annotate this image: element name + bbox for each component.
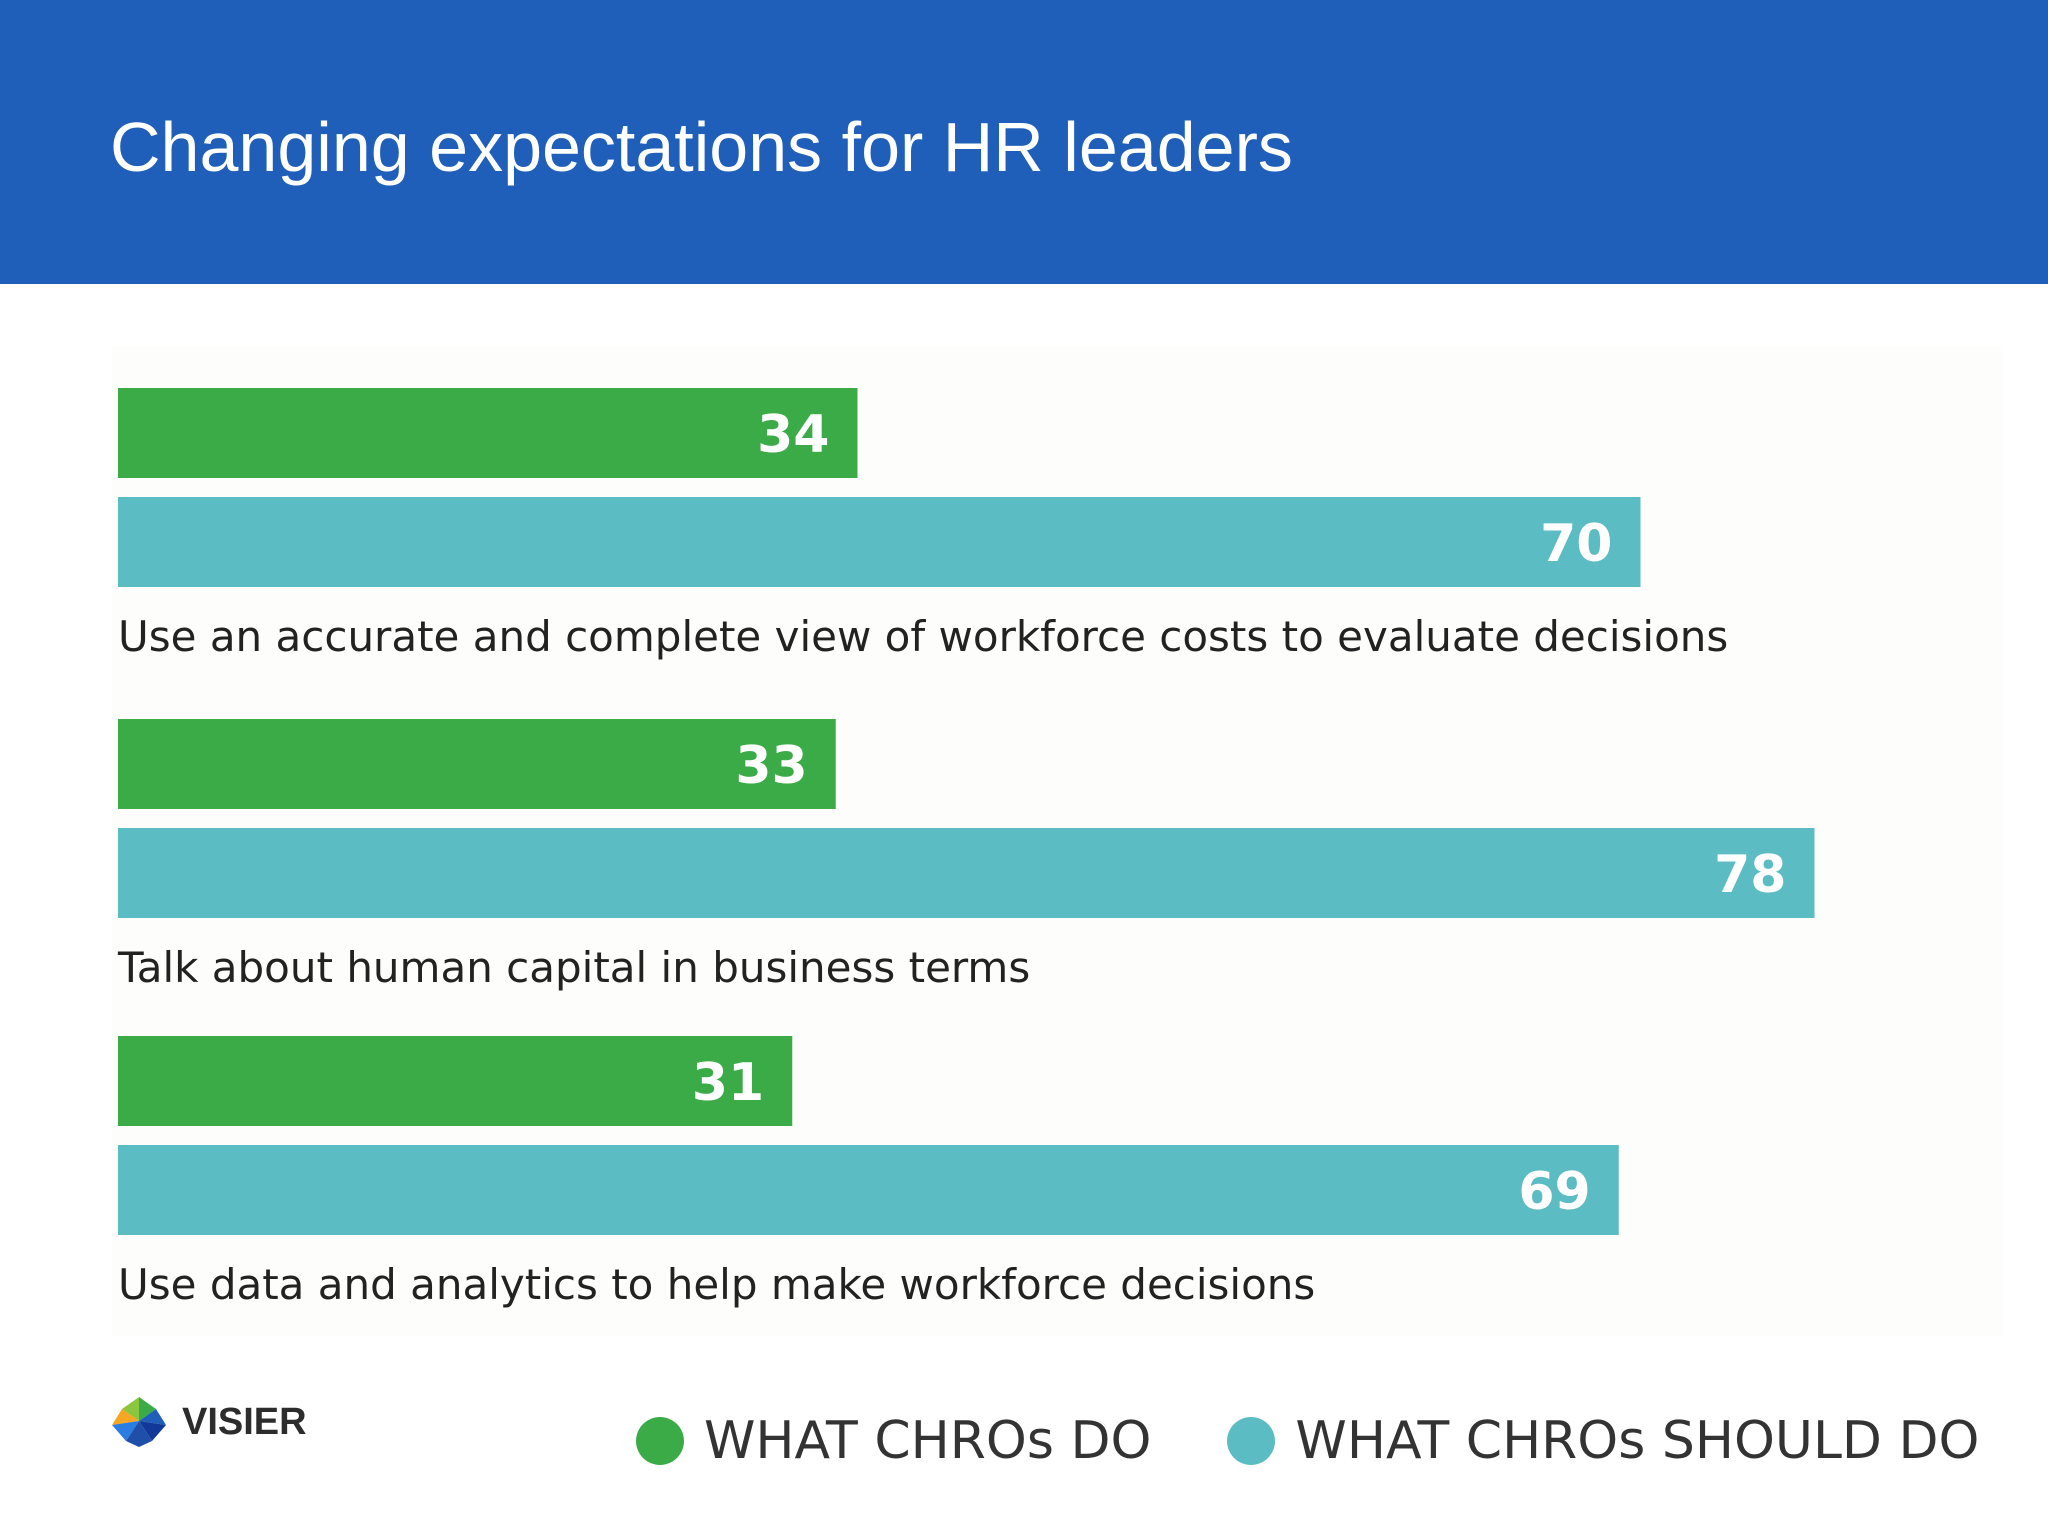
bar-chros-do-2: [118, 719, 836, 809]
legend-label: WHAT CHROs DO: [704, 1411, 1152, 1471]
legend-item-chros-do: WHAT CHROs DO: [636, 1411, 1151, 1471]
bar-chros-should-do-3: [118, 1145, 1619, 1235]
bar-chart: 34 70 Use an accurate and complete view of…: [117, 388, 1815, 1309]
legend-item-chros-should-do: WHAT CHROs SHOULD DO: [1227, 1411, 1979, 1471]
bar-chros-should-do-1: [118, 497, 1641, 587]
bar-chros-do-3: [118, 1036, 793, 1126]
bar-value-label: 69: [1518, 1162, 1590, 1222]
bar-chros-do-1: [118, 388, 858, 478]
bar-value-label: 34: [757, 405, 829, 465]
bar-value-label: 70: [1540, 514, 1612, 574]
legend-label: WHAT CHROs SHOULD DO: [1295, 1411, 1980, 1471]
visier-logo-icon: [112, 1397, 166, 1447]
bar-value-label: 31: [692, 1053, 764, 1113]
category-label: Use data and analytics to help make work…: [118, 1260, 1315, 1309]
chart-panel: 34 70 Use an accurate and complete view of…: [112, 346, 2002, 1336]
page-title: Changing expectations for HR leaders: [110, 108, 1293, 186]
bar-chros-should-do-2: [118, 828, 1815, 918]
logo-text: VISIER: [182, 1400, 307, 1443]
visier-logo: VISIER: [110, 1394, 307, 1450]
header-banner: Changing expectations for HR leaders: [0, 0, 2048, 284]
category-label: Use an accurate and complete view of wor…: [118, 612, 1728, 661]
bar-value-label: 33: [735, 736, 807, 796]
legend-dot-icon: [1227, 1417, 1276, 1465]
chart-legend: WHAT CHROs DO WHAT CHROs SHOULD DO: [636, 1406, 1979, 1476]
legend-dot-icon: [636, 1417, 684, 1465]
bar-value-label: 78: [1714, 845, 1786, 905]
category-label: Talk about human capital in business ter…: [117, 943, 1030, 992]
